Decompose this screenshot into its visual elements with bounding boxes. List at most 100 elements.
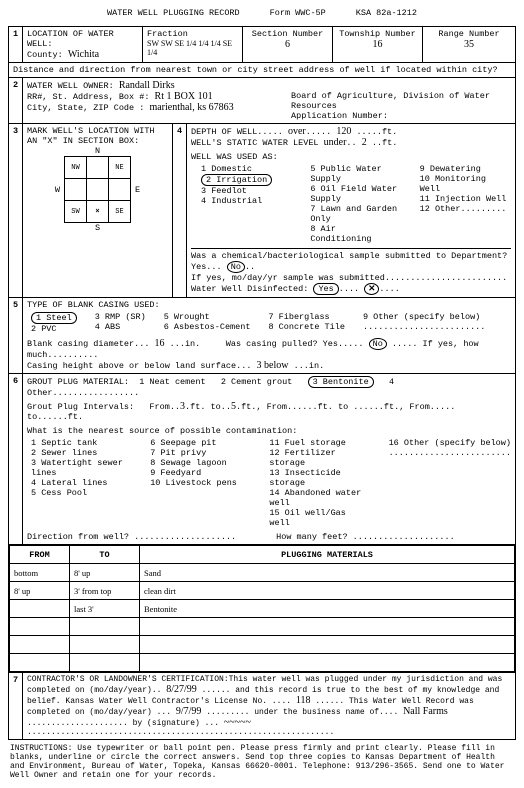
table-cell <box>70 654 140 672</box>
township-label: Township Number <box>337 29 418 39</box>
contam-item[interactable]: 7 Pit privy <box>150 448 251 458</box>
table-cell: 8' up <box>10 582 70 600</box>
dir-label: Direction from well? ...................… <box>27 532 236 542</box>
th-from: FROM <box>10 546 70 564</box>
use-12[interactable]: 12 Other......... <box>420 204 511 214</box>
cert-t5: ..................... by (signature) ... <box>27 719 219 728</box>
depth-prefix: over <box>288 126 306 137</box>
use-8[interactable]: 8 Air Conditioning <box>310 224 401 244</box>
table-cell <box>10 654 70 672</box>
use-11[interactable]: 11 Injection Well <box>420 194 511 204</box>
sec1-num: 1 <box>9 27 23 62</box>
table-cell <box>70 618 140 636</box>
cert-t6: ........................................… <box>27 728 334 737</box>
table-cell: 8' up <box>70 564 140 582</box>
casing-fiber[interactable]: 7 Fiberglass <box>268 312 345 322</box>
contam-item[interactable]: 11 Fuel storage <box>269 438 370 448</box>
contam-item[interactable]: 5 Cess Pool <box>31 488 132 498</box>
pulled-label: Was casing pulled? Yes..... <box>226 339 364 349</box>
contam-item[interactable]: 12 Fertilizer storage <box>269 448 370 468</box>
sec5-num: 5 <box>9 298 23 373</box>
use-4[interactable]: 4 Industrial <box>201 196 292 206</box>
disinf-yes[interactable]: Yes <box>313 283 338 295</box>
contam-item[interactable]: 13 Insecticide storage <box>269 468 370 488</box>
table-cell <box>10 600 70 618</box>
intervals-label: Grout Plug Intervals: <box>27 402 134 412</box>
contam-item[interactable]: 1 Septic tank <box>31 438 132 448</box>
compass-e: E <box>135 185 140 195</box>
county-value: Wichita <box>68 49 99 60</box>
pulled-no[interactable]: No <box>369 338 387 350</box>
contam-item[interactable]: 10 Livestock pens <box>150 478 251 488</box>
plugging-table: FROM TO PLUGGING MATERIALS bottom8' upSa… <box>9 545 515 672</box>
casing-pvc[interactable]: 2 PVC <box>31 324 77 334</box>
section-value: 6 <box>247 39 328 50</box>
county-label: County: <box>27 50 63 60</box>
casing-steel[interactable]: 1 Steel <box>31 312 77 324</box>
contam-item[interactable]: ........................ <box>389 448 511 458</box>
owner-label: WATER WELL OWNER: <box>27 81 114 91</box>
sec1-label: LOCATION OF WATER WELL: <box>27 29 138 49</box>
header-ksa: KSA 82a-1212 <box>356 8 417 18</box>
static-label: WELL'S STATIC WATER LEVEL <box>191 138 319 148</box>
instructions: INSTRUCTIONS: Use typewriter or ball poi… <box>8 744 516 780</box>
use-5[interactable]: 5 Public Water Supply <box>310 164 401 184</box>
table-cell <box>10 618 70 636</box>
table-cell <box>10 636 70 654</box>
static-prefix: under <box>324 137 347 148</box>
casing-conc[interactable]: 8 Concrete Tile <box>268 322 345 332</box>
chem-no[interactable]: No <box>227 261 245 273</box>
use-9[interactable]: 9 Dewatering <box>420 164 511 174</box>
cert-t4: ......... under the business name of.... <box>206 708 398 717</box>
board-label: Board of Agriculture, Division of Water … <box>291 91 511 111</box>
depth-label: DEPTH OF WELL..... <box>191 127 283 137</box>
static-unit: ..ft. <box>372 138 398 148</box>
cert-date2: 9/7/99 <box>176 706 202 717</box>
cert-lic: 118 <box>296 695 311 706</box>
used-label: WELL WAS USED AS: <box>191 152 511 162</box>
casing-wrought[interactable]: 5 Wrought <box>164 312 251 322</box>
casing-rmp[interactable]: 3 RMP (SR) <box>95 312 146 322</box>
header-form: Form WWC-5P <box>270 8 326 18</box>
contam-item[interactable]: 3 Watertight sewer lines <box>31 458 132 478</box>
sec5-label: TYPE OF BLANK CASING USED: <box>27 300 511 310</box>
casing-asb[interactable]: 6 Asbestos-Cement <box>164 322 251 332</box>
th-mat: PLUGGING MATERIALS <box>140 546 515 564</box>
city-label: City, State, ZIP Code : <box>27 103 144 113</box>
grout-1[interactable]: 1 Neat cement <box>139 377 205 387</box>
sec6-label: GROUT PLUG MATERIAL: <box>27 377 129 387</box>
grout-2[interactable]: 2 Cement grout <box>221 377 292 387</box>
casing-other[interactable]: 9 Other (specify below) <box>363 312 485 322</box>
section-grid[interactable]: NWNE SW×SE <box>64 156 131 223</box>
contam-item[interactable]: 9 Feedyard <box>150 468 251 478</box>
use-7[interactable]: 7 Lawn and Garden Only <box>310 204 401 224</box>
diam-unit: ...in. <box>170 339 201 349</box>
contam-item[interactable]: 16 Other (specify below) <box>389 438 511 448</box>
cert-date1: 8/27/99 <box>166 684 197 695</box>
use-2-selected[interactable]: 2 Irrigation <box>201 174 272 186</box>
use-3[interactable]: 3 Feedlot <box>201 186 292 196</box>
contam-item[interactable]: 14 Abandoned water well <box>269 488 370 508</box>
header-title: WATER WELL PLUGGING RECORD <box>107 8 240 18</box>
depth-unit: .....ft. <box>356 127 397 137</box>
contam-item[interactable]: 6 Seepage pit <box>150 438 251 448</box>
feet-label: How many feet? .................... <box>276 532 455 542</box>
use-10[interactable]: 10 Monitoring Well <box>420 174 511 194</box>
fraction-label: Fraction <box>147 29 238 39</box>
table-cell: last 3' <box>70 600 140 618</box>
contam-item[interactable]: 8 Sewage lagoon <box>150 458 251 468</box>
casing-abs[interactable]: 4 ABS <box>95 322 146 332</box>
owner-value: Randall Dirks <box>119 80 175 91</box>
disinf-x: ✕ <box>364 283 379 295</box>
use-6[interactable]: 6 Oil Field Water Supply <box>310 184 401 204</box>
contam-item[interactable]: 15 Oil well/Gas well <box>269 508 370 528</box>
contam-label: What is the nearest source of possible c… <box>27 426 511 436</box>
table-cell <box>140 654 515 672</box>
contam-item[interactable]: 4 Lateral lines <box>31 478 132 488</box>
height-value: 3 below <box>257 360 289 371</box>
int-from1: 3 <box>180 401 185 412</box>
grout-3-selected[interactable]: 3 Bentonite <box>308 376 374 388</box>
use-1[interactable]: 1 Domestic <box>201 164 292 174</box>
contam-item[interactable]: 2 Sewer lines <box>31 448 132 458</box>
height-label: Casing height above or below land surfac… <box>27 361 251 371</box>
